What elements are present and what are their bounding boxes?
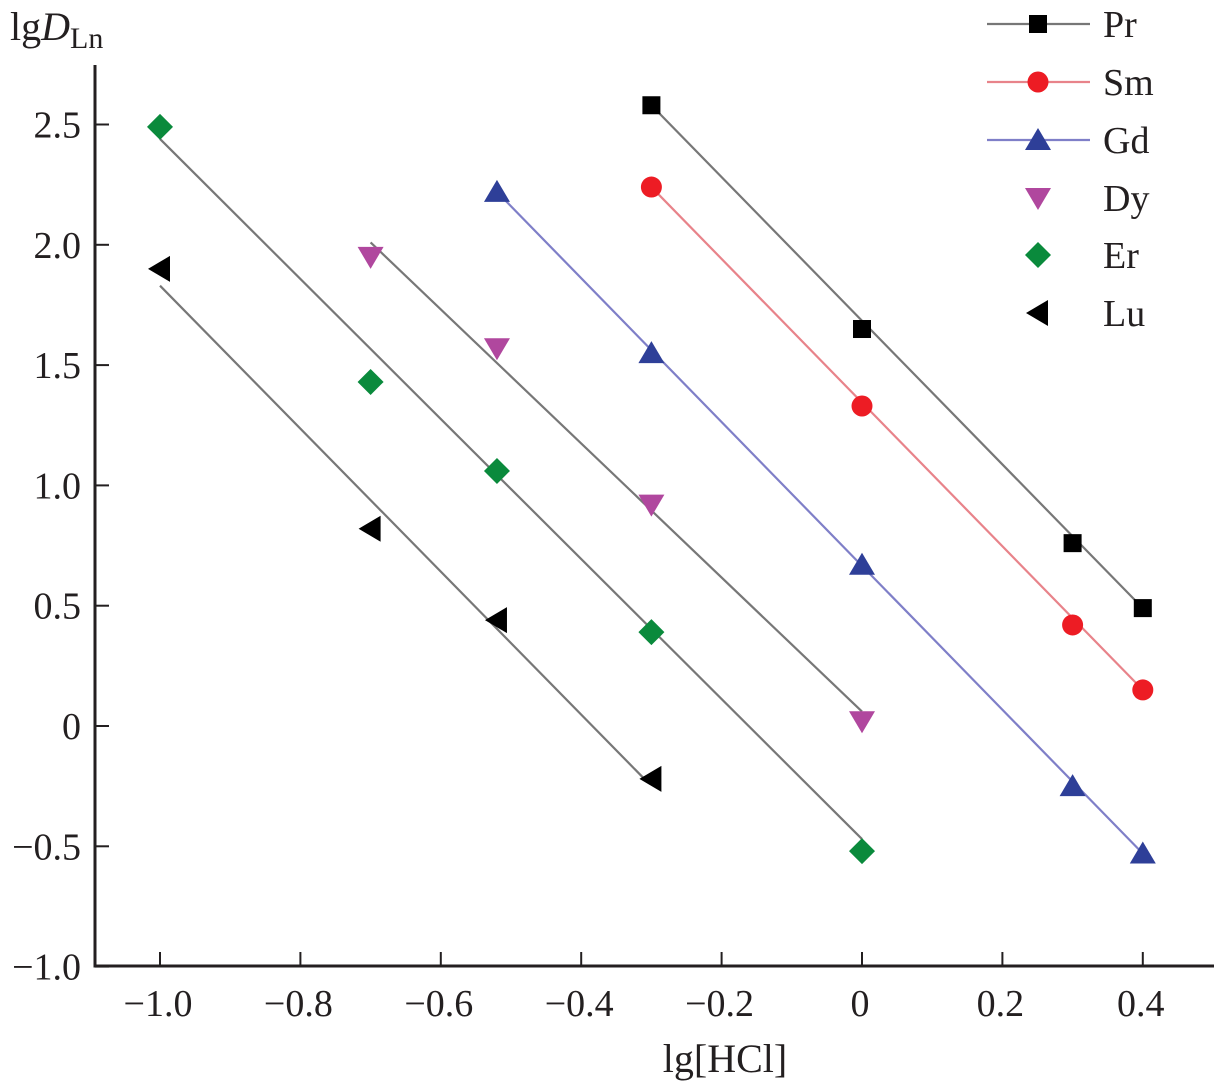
series-gd (483, 179, 1156, 864)
data-point-er (849, 838, 875, 865)
data-point-sm (851, 395, 873, 417)
data-point-er (147, 113, 173, 140)
series-dy (357, 246, 875, 734)
data-point-sm (1132, 679, 1154, 701)
series-lu (148, 255, 662, 792)
y-axis-title-main: D (40, 4, 70, 49)
data-point-gd (1129, 841, 1156, 864)
x-tick-label: −0.8 (264, 983, 333, 1025)
data-point-lu (148, 255, 170, 282)
series-er (147, 113, 875, 865)
legend-marker-gd (1025, 128, 1051, 150)
y-tick-label: 1.0 (34, 465, 82, 507)
data-point-lu (639, 765, 662, 792)
legend-label-sm: Sm (1103, 62, 1154, 104)
data-point-er (638, 619, 665, 646)
x-tick-label: −0.2 (685, 983, 754, 1025)
fit-line-er (159, 138, 863, 840)
legend-marker-lu (1026, 300, 1048, 326)
data-point-sm (640, 176, 662, 198)
y-tick-label: 2.5 (34, 105, 82, 147)
data-point-pr (853, 320, 871, 339)
data-point-er (357, 368, 384, 395)
legend-marker-dy (1025, 188, 1051, 210)
y-axis-title-prefix: lg (10, 4, 41, 49)
x-axis-title: lg[HCl] (663, 1036, 787, 1081)
y-tick-label: 0 (62, 706, 81, 748)
legend-item-dy: Dy (1025, 178, 1149, 220)
data-point-pr (1063, 534, 1082, 553)
series-sm (640, 176, 1154, 701)
legend-item-sm: Sm (987, 62, 1154, 104)
y-tick-label: −1.0 (12, 947, 81, 989)
x-tick-label: 0 (851, 983, 870, 1025)
legend-label-dy: Dy (1103, 178, 1149, 220)
markers (147, 96, 1156, 865)
legend-item-er: Er (1025, 235, 1139, 277)
y-ticks: 2.5 2.0 1.5 1.0 0.5 0 −0.5 −1.0 (12, 105, 109, 989)
data-point-dy (483, 338, 510, 361)
legend-label-gd: Gd (1103, 120, 1149, 162)
data-point-pr (642, 96, 661, 115)
legend: Pr Sm Gd Dy Er Lu (987, 4, 1154, 335)
legend-label-er: Er (1103, 235, 1139, 277)
y-tick-label: −0.5 (12, 826, 81, 868)
data-point-dy (638, 494, 665, 517)
data-point-er (483, 457, 510, 484)
legend-item-lu: Lu (1026, 293, 1145, 335)
y-axis-title: lgDLn (10, 4, 103, 55)
x-tick-label: 0.2 (977, 983, 1025, 1025)
y-axis-title-subscript: Ln (70, 22, 103, 55)
legend-item-gd: Gd (987, 120, 1149, 162)
y-tick-label: 1.5 (34, 345, 82, 387)
y-tick-label: 2.0 (34, 225, 82, 267)
axes: −1.0 −0.8 −0.6 −0.4 −0.2 0 0.2 0.4 2.5 2.0 1.5 1.0… (12, 65, 1214, 1025)
legend-marker-er (1025, 242, 1051, 268)
series-pr (642, 96, 1152, 618)
data-point-gd (483, 179, 510, 202)
legend-label-pr: Pr (1103, 4, 1137, 46)
data-point-gd (638, 341, 665, 364)
y-tick-label: 0.5 (34, 586, 82, 628)
fit-line-sm (650, 186, 1144, 691)
data-point-gd (849, 552, 875, 575)
fit-lines (159, 104, 1144, 855)
data-point-dy (849, 711, 875, 734)
data-point-pr (1133, 599, 1152, 618)
x-tick-label: −0.4 (545, 983, 614, 1025)
x-tick-label: 0.4 (1117, 983, 1165, 1025)
data-point-sm (1062, 614, 1084, 636)
legend-item-pr: Pr (987, 4, 1137, 46)
legend-label-lu: Lu (1103, 293, 1145, 335)
x-tick-label: −1.0 (124, 983, 193, 1025)
data-point-gd (1059, 774, 1086, 797)
x-tick-label: −0.6 (404, 983, 473, 1025)
data-point-lu (484, 607, 507, 634)
fit-line-lu (159, 284, 646, 780)
data-point-lu (358, 515, 381, 542)
legend-marker-pr (1029, 15, 1047, 33)
fit-line-pr (650, 104, 1144, 609)
fit-line-dy (369, 241, 863, 713)
x-ticks: −1.0 −0.8 −0.6 −0.4 −0.2 0 0.2 0.4 (124, 952, 1165, 1025)
data-point-dy (357, 246, 384, 269)
legend-marker-sm (1027, 71, 1049, 93)
fit-line-gd (496, 191, 1144, 855)
